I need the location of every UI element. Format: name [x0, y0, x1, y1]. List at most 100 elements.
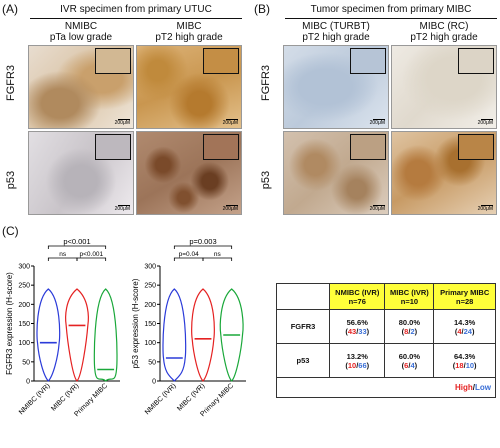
significance-label: p<0.001 [79, 251, 103, 258]
panel-b-letter: (B) [254, 2, 270, 16]
panel-b-title: Tumor specimen from primary MIBC [310, 4, 472, 15]
significance-label: p<0.001 [63, 237, 90, 246]
y-tick-label: 300 [18, 264, 30, 271]
micrograph-b-turbt-fgfr3: 200μM [283, 45, 389, 129]
violin-1 [65, 288, 89, 382]
x-tick-label: NMIBC (IVR) [144, 382, 178, 416]
significance-bracket [47, 257, 78, 261]
significance-bracket [47, 245, 107, 249]
table-cell: 56.6% (43/33) [328, 309, 386, 344]
inset-box [350, 134, 386, 160]
y-tick-label: 200 [144, 302, 156, 309]
table-header-row: NMIBC (IVR) n=76 MIBC (IVR) n=10 Primary M… [276, 283, 496, 310]
header-line2: n=76 [348, 296, 366, 306]
violin-0 [162, 288, 187, 382]
y-tick-label: 300 [144, 264, 156, 271]
micrograph-a-nmibc-fgfr3: 200μM [28, 45, 134, 129]
inset-box [95, 48, 131, 74]
panel-a-title: IVR specimen from primary UTUC [60, 4, 212, 15]
panel-b-row-p53: p53 [260, 170, 272, 190]
micrograph-a-nmibc-p53: 200μM [28, 131, 134, 215]
y-tick-label: 200 [18, 302, 30, 309]
table-row: FGFR3 56.6% (43/33) 80.0% (8/2) 14.3% (4/24… [276, 309, 496, 344]
x-tick-label: MIBC (IVR) [50, 382, 80, 412]
table-header-cell: Primary MIBC n=28 [433, 283, 496, 310]
inset-box [203, 134, 239, 160]
x-tick-label: NMIBC (IVR) [18, 382, 52, 416]
y-tick-label: 100 [18, 340, 30, 347]
y-tick-label: 50 [22, 359, 30, 366]
x-tick-label: MIBC (IVR) [176, 382, 206, 412]
scale-bar: 200μM [369, 204, 385, 212]
violin-chart-fgfr3: 0 50 100 150 200 250 300 FGFR3 expression (H-sc… [5, 237, 120, 418]
panel-a-letter: (A) [2, 2, 18, 16]
y-tick-label: 100 [144, 340, 156, 347]
table-row-label: FGFR3 [276, 309, 330, 344]
table-cell: 60.0% (6/4) [384, 343, 435, 378]
header-line2: n=10 [400, 296, 419, 306]
micrograph-a-mibc-p53: 200μM [136, 131, 242, 215]
y-tick-label: 250 [18, 283, 30, 290]
table-cell: 14.3% (4/24) [433, 309, 496, 344]
significance-bracket [76, 257, 107, 261]
table-cell: 64.3% (18/10) [433, 343, 496, 378]
scale-bar: 200μM [222, 204, 238, 212]
panel-a-col1-header: NMIBC pTa low grade [49, 21, 113, 43]
micrograph-b-turbt-p53: 200μM [283, 131, 389, 215]
header-line1: NMIBC (IVR) [335, 287, 380, 297]
panel-a-col2-header: MIBC pT2 high grade [155, 21, 223, 43]
inset-box [458, 134, 494, 160]
panel-b-col1-header: MIBC (TURBT) pT2 high grade [302, 21, 370, 43]
panel-a-row-fgfr3: FGFR3 [5, 64, 17, 102]
inset-box [203, 48, 239, 74]
y-axis-label: p53 expression (H-score) [131, 278, 140, 368]
panel-b-title-rule [285, 18, 497, 19]
panel-c-letter: (C) [2, 224, 19, 238]
table-row-label: p53 [276, 343, 330, 378]
scale-bar: 200μM [477, 204, 493, 212]
violin-chart-p53: 0 50 100 150 200 250 300 p53 expression (H-scor… [131, 237, 246, 418]
significance-label: p=0.04 [179, 251, 199, 258]
scale-bar: 200μM [114, 204, 130, 212]
micrograph-b-rc-p53: 200μM [391, 131, 497, 215]
significance-bracket [173, 257, 204, 261]
results-table: NMIBC (IVR) n=76 MIBC (IVR) n=10 Primary M… [276, 283, 496, 398]
y-tick-label: 150 [18, 321, 30, 328]
scale-bar: 200μM [114, 118, 130, 126]
violin-2 [93, 288, 118, 382]
micrograph-a-mibc-fgfr3: 200μM [136, 45, 242, 129]
panel-a-title-rule [30, 18, 242, 19]
scale-bar: 200μM [369, 118, 385, 126]
table-cell: 80.0% (8/2) [384, 309, 435, 344]
table-legend: High/Low [276, 377, 496, 398]
inset-box [458, 48, 494, 74]
violin-0 [36, 288, 61, 382]
significance-bracket [173, 245, 233, 249]
inset-box [350, 48, 386, 74]
violin-1 [191, 288, 215, 382]
table-header-cell: MIBC (IVR) n=10 [384, 283, 435, 310]
table-legend-row: High/Low [276, 377, 496, 398]
violin-2 [219, 288, 244, 382]
scale-bar: 200μM [222, 118, 238, 126]
table-cell: 13.2% (10/66) [328, 343, 386, 378]
y-tick-label: 50 [148, 359, 156, 366]
y-tick-label: 250 [144, 283, 156, 290]
significance-label: ns [59, 251, 67, 258]
significance-label: p=0.003 [189, 237, 216, 246]
significance-bracket [202, 257, 233, 261]
panel-b-row-fgfr3: FGFR3 [260, 64, 272, 102]
table-header-cell: NMIBC (IVR) n=76 [328, 283, 386, 310]
inset-box [95, 134, 131, 160]
significance-label: ns [214, 251, 222, 258]
table-corner-cell [276, 283, 330, 310]
panel-a-row-p53: p53 [5, 170, 17, 190]
y-tick-label: 0 [26, 379, 30, 386]
y-tick-label: 0 [152, 379, 156, 386]
header-line1: Primary MIBC [440, 287, 490, 297]
micrograph-b-rc-fgfr3: 200μM [391, 45, 497, 129]
table-row: p53 13.2% (10/66) 60.0% (6/4) 64.3% (18/10) [276, 343, 496, 378]
y-tick-label: 150 [144, 321, 156, 328]
y-axis-label: FGFR3 expression (H-score) [5, 272, 14, 375]
header-line1: MIBC (IVR) [390, 287, 429, 297]
